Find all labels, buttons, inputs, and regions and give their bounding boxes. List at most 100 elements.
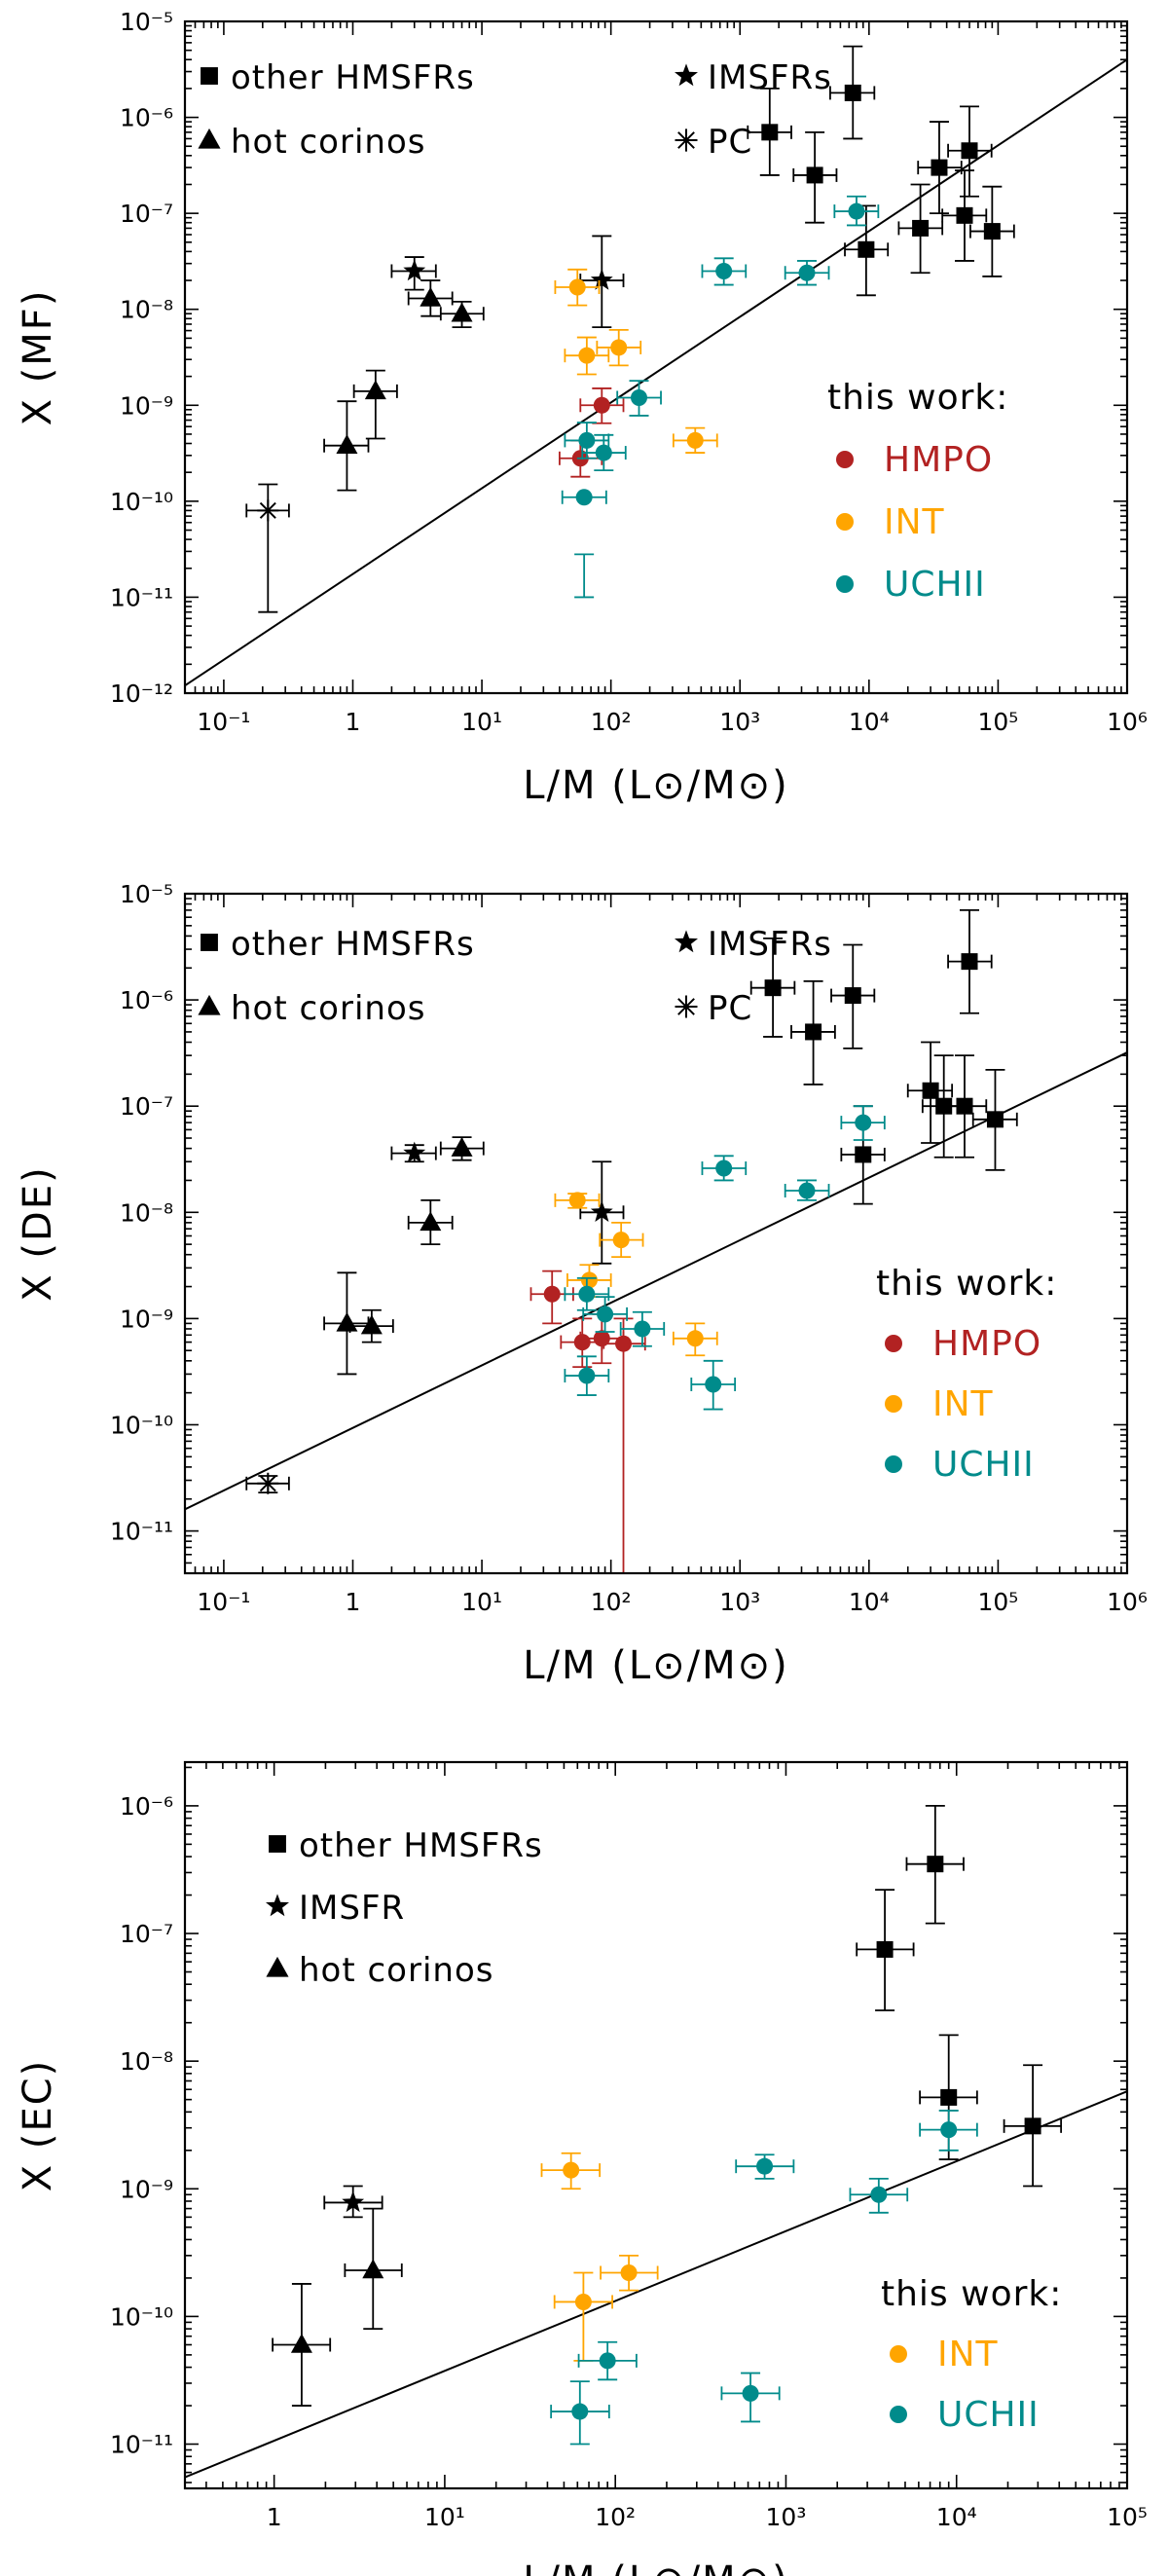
- legend-square-icon: [201, 67, 218, 85]
- x-tick-label: 10²: [595, 2503, 636, 2531]
- legend-this-work: this work: HMPO INT UCHII: [876, 1264, 1056, 1485]
- triangle-marker: [336, 1311, 358, 1332]
- data-points: [245, 908, 1018, 1573]
- series-hot-corinos: [323, 279, 485, 492]
- triangle-marker: [451, 1137, 473, 1157]
- series-imsfrs: [390, 235, 625, 329]
- legend-triangle-icon: [198, 994, 221, 1015]
- data-point: [784, 260, 830, 286]
- legend-hmpo-icon: [885, 1335, 902, 1352]
- tick-marks: [184, 1762, 1128, 2488]
- data-point: [564, 422, 610, 460]
- y-tick-label: 10⁻⁶: [120, 1792, 173, 1821]
- data-point: [553, 2271, 613, 2362]
- legend-asterisk-icon: [675, 129, 698, 152]
- y-tick-label: 10⁻¹⁰: [110, 2302, 173, 2331]
- legend-int-icon: [890, 2345, 907, 2363]
- plot-frame: [183, 892, 1129, 1575]
- data-point: [439, 301, 485, 329]
- circle-marker: [563, 2161, 580, 2179]
- data-point: [550, 2380, 610, 2446]
- data-point: [323, 2185, 383, 2219]
- y-tick-label: 10⁻⁶: [120, 986, 173, 1014]
- data-point: [830, 943, 876, 1049]
- legend-label-int: INT: [884, 502, 945, 542]
- data-point: [616, 380, 662, 417]
- data-points: [272, 1805, 1063, 2446]
- series-hot-corinos: [272, 2207, 403, 2407]
- legend-title: this work:: [881, 2274, 1062, 2314]
- series-other-hmsfrs: [747, 45, 1015, 297]
- y-tick-label: 10⁻⁵: [120, 8, 173, 36]
- data-point: [790, 979, 836, 1086]
- circle-marker: [578, 1367, 596, 1384]
- legend-int-icon: [885, 1395, 902, 1413]
- square-marker: [956, 1097, 973, 1115]
- y-tick-label: 10⁻⁷: [120, 1092, 173, 1121]
- triangle-marker: [290, 2333, 312, 2353]
- square-marker: [805, 1023, 822, 1041]
- data-point: [619, 1310, 666, 1347]
- triangle-marker: [420, 286, 442, 307]
- circle-marker: [610, 339, 628, 356]
- y-tick-label: 10⁻¹¹: [110, 583, 173, 611]
- y-tick-label: 10⁻⁷: [120, 200, 173, 228]
- legend-this-work: this work: HMPO INT UCHII: [827, 378, 1007, 605]
- star-marker: [403, 259, 426, 281]
- data-point: [577, 2340, 638, 2381]
- legend-label: IMSFRs: [708, 925, 832, 964]
- legend-label-int: INT: [932, 1384, 994, 1424]
- circle-marker: [715, 262, 733, 279]
- data-point: [720, 2372, 781, 2423]
- square-marker: [940, 2088, 958, 2106]
- data-point: [407, 279, 454, 317]
- data-point: [245, 1472, 290, 1494]
- star-marker: [590, 1200, 613, 1222]
- data-point: [596, 328, 642, 367]
- data-point: [581, 433, 627, 471]
- x-tick-label: 10²: [591, 708, 632, 736]
- legend-label: IMSFRs: [708, 58, 832, 97]
- star-marker: [590, 269, 613, 290]
- x-tick-label: 10³: [766, 2503, 807, 2531]
- triangle-marker: [451, 302, 473, 322]
- data-point: [579, 235, 625, 329]
- data-point: [540, 2152, 602, 2190]
- square-marker: [961, 142, 978, 160]
- square-marker: [858, 240, 875, 258]
- legend-int-icon: [836, 513, 854, 531]
- data-point: [672, 1322, 718, 1357]
- legend-label: hot corinos: [231, 123, 425, 162]
- y-tick-label: 10⁻⁹: [120, 2175, 173, 2203]
- data-point: [600, 2254, 659, 2292]
- triangle-marker: [364, 380, 386, 400]
- legend-star-icon: [675, 63, 698, 87]
- circle-marker: [798, 1182, 816, 1199]
- series-pc: [245, 483, 290, 613]
- legend-uchii-icon: [890, 2406, 907, 2423]
- legend-uchii-icon: [885, 1455, 902, 1473]
- series-imsfr: [323, 2185, 383, 2219]
- legend-label-hmpo: HMPO: [932, 1324, 1041, 1364]
- legend-triangle-icon: [198, 128, 221, 149]
- legend-square-icon: [269, 1835, 286, 1853]
- asterisk-marker: [257, 499, 279, 522]
- data-point: [947, 908, 993, 1014]
- circle-marker: [595, 444, 612, 461]
- series-other-hmsfrs: [856, 1805, 1063, 2188]
- series-int: [554, 268, 718, 454]
- plot-frame: [183, 1760, 1129, 2490]
- data-point: [554, 268, 601, 307]
- data-point: [323, 400, 370, 492]
- legend-label: other HMSFRs: [231, 925, 475, 964]
- y-tick-label: 10⁻⁸: [120, 1198, 173, 1227]
- circle-marker: [578, 1285, 596, 1303]
- circle-marker: [715, 1159, 733, 1177]
- triangle-marker: [420, 1211, 442, 1232]
- series-hmpo: [529, 1270, 646, 1573]
- square-marker: [844, 84, 861, 101]
- legend-square-icon: [201, 934, 218, 951]
- triangle-marker: [362, 2259, 384, 2279]
- square-marker: [912, 219, 930, 237]
- data-point: [701, 1155, 748, 1182]
